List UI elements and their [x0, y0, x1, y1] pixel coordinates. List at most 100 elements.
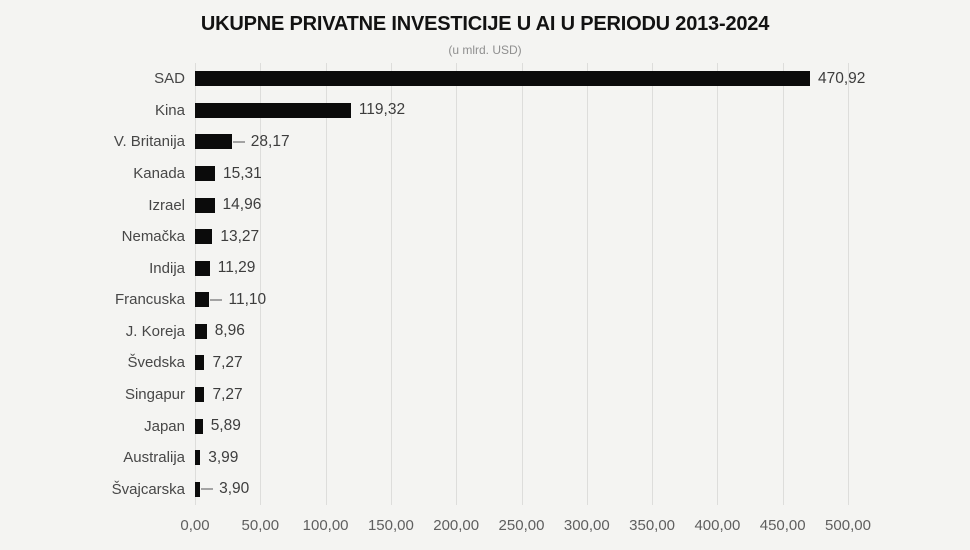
bar — [195, 134, 232, 150]
bar-track: 470,92 — [195, 63, 865, 95]
x-axis: 0,00 50,00 100,00 150,00 200,00 250,00 300,00 3… — [180, 514, 871, 538]
x-tick-label: 0,00 — [180, 517, 210, 534]
category-label: Izrael — [148, 196, 185, 214]
bar — [195, 387, 205, 403]
value-label: 7,27 — [212, 353, 243, 371]
bar-row: V. Britanija 28,17 — [0, 126, 970, 158]
bar-track: 8,96 — [195, 316, 848, 348]
gridline — [848, 63, 849, 505]
bar-row: Izrael 14,96 — [0, 189, 970, 221]
bar — [195, 481, 201, 497]
bar-row: J. Koreja 8,96 — [0, 316, 970, 348]
bar-row: Francuska 11,10 — [0, 284, 970, 316]
bar — [195, 197, 215, 213]
value-label: 11,29 — [217, 259, 256, 277]
gridline — [195, 63, 196, 505]
gridline — [260, 63, 262, 505]
bar-track: 14,96 — [195, 189, 848, 221]
x-tick-label: 500,00 — [825, 517, 871, 534]
bar-track: 119,32 — [195, 95, 848, 127]
bar-row: SAD 470,92 — [0, 63, 970, 95]
gridline — [717, 63, 719, 505]
x-tick-label: 400,00 — [694, 517, 741, 534]
value-label: 470,92 — [818, 69, 866, 87]
bar-track: 28,17 — [195, 126, 848, 158]
chart-title: UKUPNE PRIVATNE INVESTICIJE U AI U PERIO… — [200, 13, 770, 35]
category-label: V. Britanija — [113, 133, 185, 151]
bar — [195, 166, 215, 182]
bar — [195, 450, 201, 466]
gridline — [390, 63, 392, 505]
bar — [195, 102, 351, 118]
bar-row: Švajcarska 3,90 — [0, 474, 970, 506]
gridline — [521, 63, 523, 505]
bar-track: 11,10 — [195, 284, 848, 316]
x-tick-label: 300,00 — [563, 517, 610, 534]
category-label: Indija — [149, 259, 185, 277]
value-label: 28,17 — [250, 132, 290, 150]
x-tick-label: 150,00 — [367, 517, 414, 534]
gridline — [782, 63, 784, 505]
category-label: Francuska — [114, 291, 185, 309]
category-label: Singapur — [124, 386, 185, 404]
category-label: Australija — [123, 449, 185, 467]
bar-track: 11,29 — [195, 252, 848, 284]
bar — [195, 355, 205, 371]
x-tick-label: 450,00 — [759, 517, 806, 534]
value-label: 3,99 — [208, 448, 239, 466]
x-tick-label: 100,00 — [302, 517, 349, 534]
category-label: Švedska — [127, 354, 185, 372]
gridline — [325, 63, 327, 505]
bar-row: Švedska 7,27 — [0, 347, 970, 379]
value-label: 11,10 — [228, 290, 267, 308]
x-tick-label: 250,00 — [498, 517, 545, 534]
x-tick-label: 350,00 — [629, 517, 676, 534]
gridline — [456, 63, 458, 505]
x-tick-label: 200,00 — [433, 517, 480, 534]
gridlines — [195, 63, 849, 505]
bar-track: 5,89 — [195, 410, 848, 442]
value-label: 15,31 — [222, 164, 262, 182]
leader-line — [210, 298, 223, 301]
bar-row: Nemačka 13,27 — [0, 221, 970, 253]
category-label: J. Koreja — [125, 322, 185, 340]
bar — [195, 71, 811, 87]
leader-line — [232, 140, 245, 143]
bar-track: 3,90 — [195, 474, 848, 506]
bar-row: Australija 3,99 — [0, 442, 970, 474]
bar — [195, 229, 213, 245]
bar-row: Singapur 7,27 — [0, 379, 970, 411]
plot-area: SAD 470,92 Kina 119,32 V. Britanija 28,17 Kana… — [0, 63, 970, 505]
bar — [195, 323, 207, 339]
gridline — [586, 63, 588, 505]
category-label: SAD — [154, 70, 185, 88]
x-tick-label: 50,00 — [241, 517, 280, 534]
bar — [195, 260, 210, 276]
value-label: 8,96 — [214, 322, 245, 340]
value-label: 7,27 — [212, 385, 243, 403]
bar-track: 13,27 — [195, 221, 848, 253]
value-label: 13,27 — [220, 227, 260, 245]
value-label: 14,96 — [222, 196, 262, 214]
bar-row: Kanada 15,31 — [0, 158, 970, 190]
bar-track: 3,99 — [195, 442, 848, 474]
bar-row: Japan 5,89 — [0, 410, 970, 442]
category-label: Japan — [144, 417, 185, 435]
bar-row: Kina 119,32 — [0, 95, 970, 127]
bar-track: 7,27 — [195, 347, 848, 379]
category-label: Švajcarska — [111, 480, 185, 498]
chart-subtitle: (u mlrd. USD) — [448, 43, 522, 57]
bar-track: 15,31 — [195, 158, 848, 190]
category-label: Nemačka — [121, 228, 185, 246]
leader-line — [201, 488, 214, 491]
bar — [195, 418, 203, 434]
value-label: 3,90 — [219, 480, 250, 498]
value-label: 119,32 — [358, 101, 406, 119]
category-label: Kina — [154, 101, 185, 119]
bar-row: Indija 11,29 — [0, 252, 970, 284]
value-label: 5,89 — [210, 417, 241, 435]
gridline — [652, 63, 654, 505]
category-label: Kanada — [133, 165, 185, 183]
bar — [195, 292, 210, 308]
